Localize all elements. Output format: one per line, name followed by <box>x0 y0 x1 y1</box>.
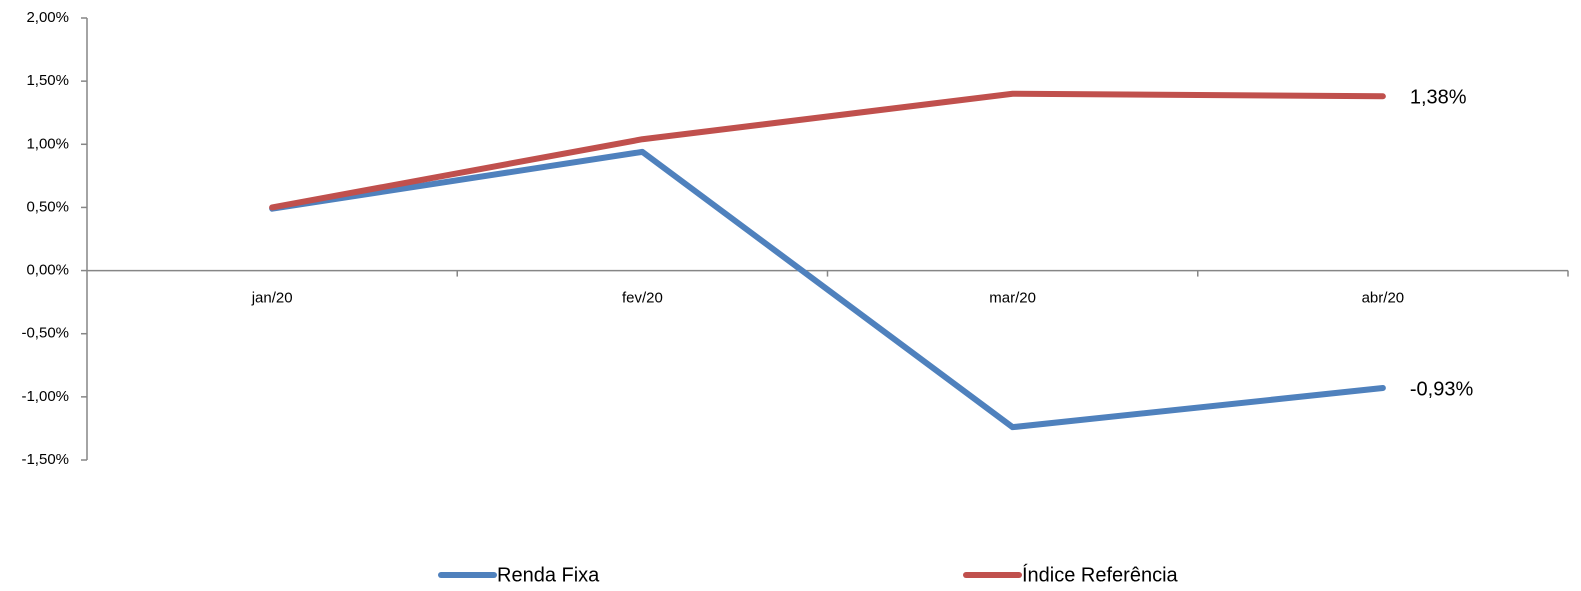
y-tick-label: 0,00% <box>26 262 69 279</box>
data-label: 1,38% <box>1410 87 1467 109</box>
legend-label: Índice Referência <box>1022 563 1179 586</box>
y-tick-label: 1,00% <box>26 135 69 152</box>
y-tick-label: -0,50% <box>21 325 69 342</box>
x-tick-label: jan/20 <box>251 290 293 307</box>
y-tick-label: -1,00% <box>21 388 69 405</box>
y-tick-label: -1,50% <box>21 451 69 468</box>
x-tick-label: mar/20 <box>989 290 1036 307</box>
legend-label: Renda Fixa <box>497 564 600 586</box>
x-tick-label: abr/20 <box>1362 290 1405 307</box>
y-tick-label: 1,50% <box>26 72 69 89</box>
x-tick-label: fev/20 <box>622 290 663 307</box>
series-line <box>269 90 1386 211</box>
y-tick-label: 0,50% <box>26 198 69 215</box>
y-tick-label: 2,00% <box>26 9 69 26</box>
series-line <box>269 148 1386 431</box>
data-label: -0,93% <box>1410 378 1474 400</box>
